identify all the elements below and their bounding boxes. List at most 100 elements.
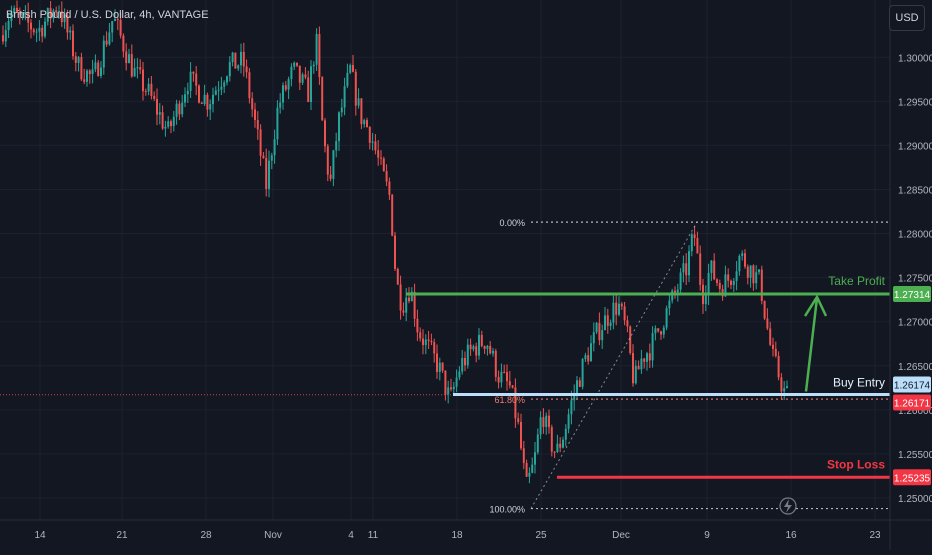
candle-body xyxy=(198,85,200,103)
buy-entry-price-badge: 1.26174 xyxy=(894,380,931,391)
candle-body xyxy=(72,30,74,57)
candle-body xyxy=(321,77,324,121)
candle-body xyxy=(366,120,368,128)
candle-body xyxy=(506,372,508,382)
candle-body xyxy=(116,19,119,21)
candle-body xyxy=(7,20,10,31)
candle-body xyxy=(259,129,262,156)
candle-body xyxy=(472,346,475,350)
currency-button[interactable]: USD xyxy=(889,5,925,31)
candle-body xyxy=(688,251,690,276)
candle-body xyxy=(217,89,220,91)
candle-body xyxy=(539,417,542,435)
x-tick-label: 14 xyxy=(34,530,46,541)
candle-body xyxy=(209,104,212,110)
candle-body xyxy=(240,51,242,66)
candle-body xyxy=(654,328,657,334)
candle-body xyxy=(100,67,102,76)
candle-body xyxy=(548,415,550,428)
candle-body xyxy=(483,346,486,349)
candle-body xyxy=(21,13,24,15)
candle-body xyxy=(234,52,237,69)
candle-body xyxy=(478,334,480,356)
trade-levels[interactable]: Take Profit Buy Entry Stop Loss xyxy=(0,274,890,479)
candle-body xyxy=(307,77,310,102)
candle-body xyxy=(24,12,27,14)
stop-loss-price-badge-bg xyxy=(893,469,931,486)
candle-body xyxy=(158,112,161,115)
y-tick-label: 1.26500 xyxy=(898,362,932,373)
candle-body xyxy=(80,57,83,80)
candle-body xyxy=(125,51,128,64)
fib-trend-line xyxy=(530,221,698,509)
candle-body xyxy=(531,464,534,473)
candle-body xyxy=(122,35,125,52)
candle-body xyxy=(385,171,388,182)
candle-body xyxy=(144,91,147,93)
candle-body xyxy=(2,35,4,42)
candle-body xyxy=(699,253,702,285)
candle-body xyxy=(329,174,332,179)
candle-body xyxy=(486,345,489,349)
candle-body xyxy=(760,269,763,301)
candle-body xyxy=(716,279,718,283)
candle-body xyxy=(618,303,620,315)
candle-body xyxy=(514,387,517,419)
candle-body xyxy=(713,260,716,280)
candle-body xyxy=(108,32,111,45)
candle-body xyxy=(492,350,494,354)
fibonacci-retracement[interactable]: 0.00% 61.80% 100.00% xyxy=(489,218,890,515)
candle-body xyxy=(755,272,758,284)
candle-body xyxy=(220,86,223,90)
candle-body xyxy=(744,253,746,267)
candle-body xyxy=(517,418,520,422)
candle-body xyxy=(10,12,13,21)
candle-body xyxy=(66,15,69,33)
candle-body xyxy=(416,318,419,333)
y-tick-label: 1.25000 xyxy=(898,494,932,505)
candle-body xyxy=(139,67,142,70)
projection-arrow-head xyxy=(803,294,828,317)
x-tick-label: 21 xyxy=(116,530,128,541)
candle-body xyxy=(735,271,738,281)
candle-body xyxy=(114,19,116,21)
candle-body xyxy=(528,472,531,477)
candle-body xyxy=(525,462,528,477)
candle-body xyxy=(780,377,783,392)
candle-body xyxy=(550,427,553,452)
candles xyxy=(2,0,788,484)
y-tick-label: 1.26000 xyxy=(898,406,932,417)
candle-body xyxy=(662,327,665,335)
y-tick-label: 1.29000 xyxy=(898,141,932,152)
candle-body xyxy=(41,27,44,37)
candle-body xyxy=(335,141,338,151)
candle-body xyxy=(284,85,287,90)
x-tick-label: 4 xyxy=(348,530,354,541)
candle-body xyxy=(119,19,122,36)
candle-body xyxy=(352,65,354,72)
candle-body xyxy=(153,95,156,99)
candle-body xyxy=(626,320,629,327)
candle-body xyxy=(32,29,35,33)
candle-body xyxy=(270,155,273,161)
candle-body xyxy=(413,291,416,319)
candle-body xyxy=(556,443,559,453)
candle-body xyxy=(405,297,408,313)
candle-body xyxy=(55,10,58,13)
candle-body xyxy=(338,112,340,142)
candle-body xyxy=(606,315,609,326)
candle-body xyxy=(287,79,290,90)
candle-body xyxy=(651,333,654,361)
candle-body xyxy=(394,235,396,269)
candle-body xyxy=(262,155,265,158)
candle-body xyxy=(576,380,578,394)
candle-body xyxy=(69,30,72,33)
candle-body xyxy=(475,346,478,356)
candle-body xyxy=(657,328,660,332)
candle-body xyxy=(354,71,357,106)
fib-level-label: 0.00% xyxy=(499,218,525,228)
candle-body xyxy=(377,150,380,158)
candle-body xyxy=(427,339,430,341)
